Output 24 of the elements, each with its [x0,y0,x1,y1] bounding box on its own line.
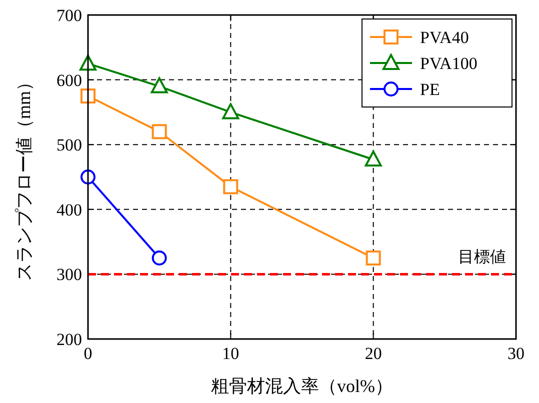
point [150,77,168,94]
ytick: 200 [56,330,82,349]
ytick: 300 [56,265,82,284]
ytick: 400 [56,200,82,220]
xtick: 20 [364,344,382,363]
xlabel: 粗骨材混入率（vol%） [211,376,393,396]
point [152,250,167,266]
xtick: 10 [222,344,240,363]
xtick: 30 [508,344,524,363]
point [80,88,96,104]
point [364,150,382,167]
point [152,124,167,140]
legend-label: PE [420,80,440,99]
point [223,179,238,194]
legend-label: PVA100 [420,54,478,73]
xtick: 0 [84,344,92,363]
ytick: 600 [56,70,82,90]
ytick: 700 [56,6,82,25]
ref-label: 目標値 [458,249,506,266]
point [366,250,381,266]
point [222,103,240,120]
ytick: 500 [56,136,82,155]
legend-label: PVA40 [420,28,469,47]
ylabel: スランプフロー値（mm） [14,73,34,281]
